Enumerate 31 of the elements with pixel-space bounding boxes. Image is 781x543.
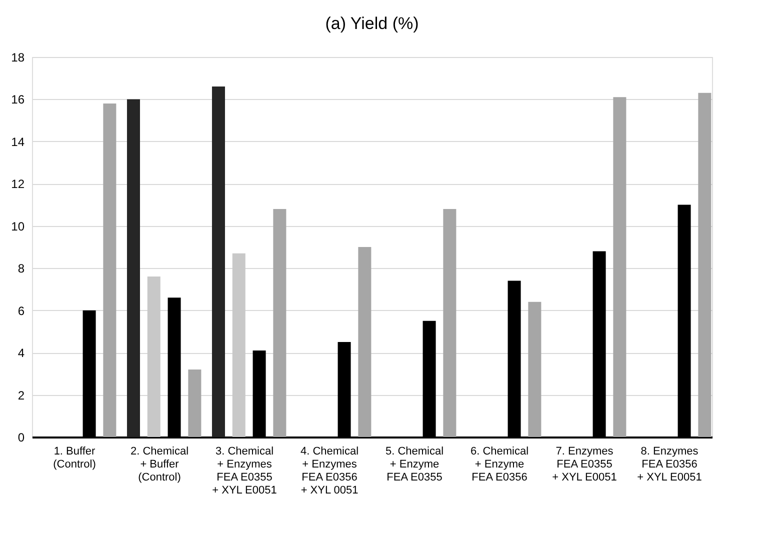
x-tick-label: 3. Chemical + Enzymes FEA E0355 + XYL E0051 xyxy=(212,446,277,496)
y-tick-label: 4 xyxy=(18,346,25,360)
y-tick-label: 10 xyxy=(11,219,25,234)
y-tick-label: 0 xyxy=(18,430,25,444)
bar xyxy=(232,253,246,437)
y-tick-label: 14 xyxy=(11,134,25,149)
y-tick-label: 16 xyxy=(11,92,25,107)
bar xyxy=(613,97,626,437)
bar xyxy=(126,99,140,437)
y-tick-label: 6 xyxy=(18,304,25,318)
x-tick-label: 2. Chemical + Buffer (Control) xyxy=(130,446,189,484)
bar xyxy=(528,302,542,437)
y-tick-label: 12 xyxy=(11,177,25,192)
bar xyxy=(273,209,286,437)
x-tick-label: 1. Buffer (Control) xyxy=(53,446,96,470)
bar xyxy=(698,92,712,437)
x-tick-label: 6. Chemical + Enzyme FEA E0356 xyxy=(470,446,529,484)
y-tick-label: 18 xyxy=(11,50,25,64)
x-tick-label: 8. Enzymes FEA E0356 + XYL E0051 xyxy=(637,446,702,484)
bar xyxy=(188,369,202,437)
x-tick-label: 4. Chemical + Enzymes FEA E0356 + XYL 0051 xyxy=(300,446,359,496)
chart-title: (a) Yield (%) xyxy=(325,14,419,33)
bar xyxy=(147,276,160,437)
x-tick-label: 5. Chemical + Enzyme FEA E0355 xyxy=(385,446,444,484)
y-tick-label: 8 xyxy=(18,262,25,276)
y-tick-label: 2 xyxy=(18,388,25,402)
x-tick-label: 7. Enzymes FEA E0355 + XYL E0051 xyxy=(552,446,617,484)
bar xyxy=(103,103,116,437)
bar xyxy=(212,86,225,437)
bar xyxy=(443,209,456,437)
bar xyxy=(358,247,372,437)
